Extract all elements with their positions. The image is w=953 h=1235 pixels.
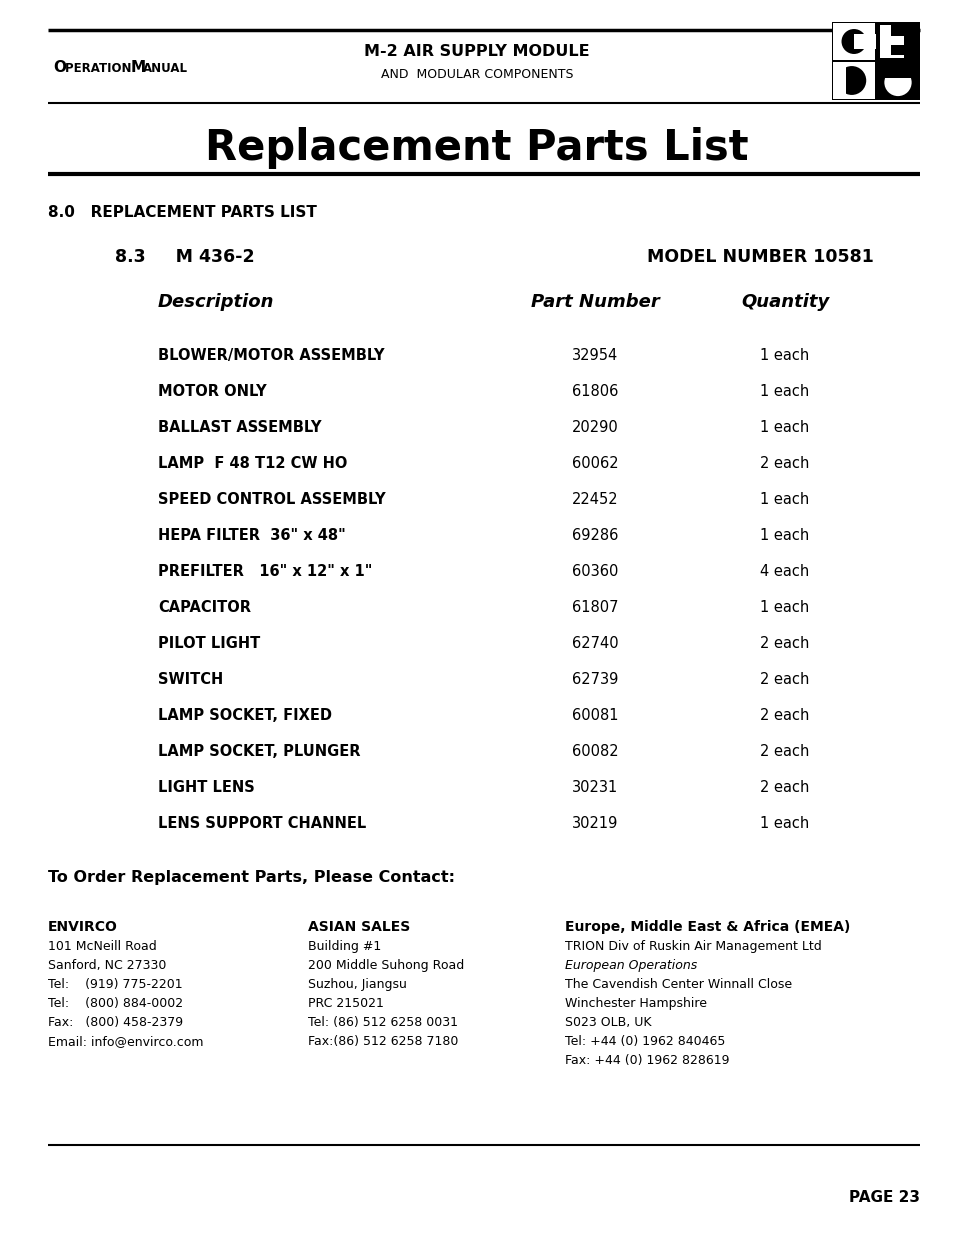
Circle shape bbox=[883, 69, 911, 96]
Text: Building #1: Building #1 bbox=[308, 940, 381, 953]
Bar bbox=[876, 62, 918, 78]
Bar bbox=[876, 62, 918, 99]
Text: To Order Replacement Parts, Please Contact:: To Order Replacement Parts, Please Conta… bbox=[48, 869, 455, 885]
Text: O: O bbox=[53, 61, 66, 75]
Text: LENS SUPPORT CHANNEL: LENS SUPPORT CHANNEL bbox=[158, 816, 366, 831]
Text: 62739: 62739 bbox=[571, 672, 618, 687]
Text: S023 OLB, UK: S023 OLB, UK bbox=[564, 1016, 651, 1029]
Text: LAMP SOCKET, PLUNGER: LAMP SOCKET, PLUNGER bbox=[158, 743, 360, 760]
Text: MODEL NUMBER 10581: MODEL NUMBER 10581 bbox=[646, 248, 873, 266]
Bar bbox=[832, 62, 845, 99]
Text: AND  MODULAR COMPONENTS: AND MODULAR COMPONENTS bbox=[380, 68, 573, 80]
Text: 32954: 32954 bbox=[571, 348, 618, 363]
Text: CAPACITOR: CAPACITOR bbox=[158, 600, 251, 615]
Text: M-2 AIR SUPPLY MODULE: M-2 AIR SUPPLY MODULE bbox=[364, 44, 589, 59]
Text: 8.0   REPLACEMENT PARTS LIST: 8.0 REPLACEMENT PARTS LIST bbox=[48, 205, 316, 220]
Text: 4 each: 4 each bbox=[760, 564, 809, 579]
Text: Replacement Parts List: Replacement Parts List bbox=[205, 127, 748, 169]
Text: 1 each: 1 each bbox=[760, 348, 809, 363]
Text: HEPA FILTER  36" x 48": HEPA FILTER 36" x 48" bbox=[158, 529, 345, 543]
Bar bbox=[832, 23, 874, 61]
Text: PAGE 23: PAGE 23 bbox=[848, 1191, 919, 1205]
Text: 8.3     M 436-2: 8.3 M 436-2 bbox=[115, 248, 254, 266]
Text: 61807: 61807 bbox=[571, 600, 618, 615]
Bar bbox=[831, 22, 919, 100]
Text: 20290: 20290 bbox=[571, 420, 618, 435]
Text: SWITCH: SWITCH bbox=[158, 672, 223, 687]
Text: BALLAST ASSEMBLY: BALLAST ASSEMBLY bbox=[158, 420, 321, 435]
Text: PRC 215021: PRC 215021 bbox=[308, 997, 383, 1010]
Text: ANUAL: ANUAL bbox=[143, 62, 188, 74]
Text: Fax:   (800) 458-2379: Fax: (800) 458-2379 bbox=[48, 1016, 183, 1029]
Text: 62740: 62740 bbox=[571, 636, 618, 651]
Text: 1 each: 1 each bbox=[760, 529, 809, 543]
Text: 1 each: 1 each bbox=[760, 420, 809, 435]
Circle shape bbox=[841, 28, 865, 54]
Text: 101 McNeill Road: 101 McNeill Road bbox=[48, 940, 156, 953]
Text: SPEED CONTROL ASSEMBLY: SPEED CONTROL ASSEMBLY bbox=[158, 492, 385, 508]
Text: 60062: 60062 bbox=[571, 456, 618, 471]
Text: 30231: 30231 bbox=[571, 781, 618, 795]
Text: Quantity: Quantity bbox=[740, 293, 828, 311]
Text: PERATION: PERATION bbox=[65, 62, 135, 74]
Text: 60360: 60360 bbox=[571, 564, 618, 579]
Text: M: M bbox=[131, 61, 146, 75]
Text: Europe, Middle East & Africa (EMEA): Europe, Middle East & Africa (EMEA) bbox=[564, 920, 849, 934]
Text: European Operations: European Operations bbox=[564, 960, 697, 972]
Text: Fax: +44 (0) 1962 828619: Fax: +44 (0) 1962 828619 bbox=[564, 1053, 729, 1067]
Text: Suzhou, Jiangsu: Suzhou, Jiangsu bbox=[308, 978, 406, 990]
Text: 1 each: 1 each bbox=[760, 816, 809, 831]
Text: 30219: 30219 bbox=[571, 816, 618, 831]
Bar bbox=[832, 62, 874, 99]
Text: 200 Middle Suhong Road: 200 Middle Suhong Road bbox=[308, 960, 464, 972]
Text: 1 each: 1 each bbox=[760, 600, 809, 615]
Circle shape bbox=[837, 65, 865, 95]
Text: Part Number: Part Number bbox=[530, 293, 659, 311]
Bar bbox=[879, 25, 903, 58]
Text: 61806: 61806 bbox=[571, 384, 618, 399]
Text: PREFILTER   16" x 12" x 1": PREFILTER 16" x 12" x 1" bbox=[158, 564, 372, 579]
Text: TRION Div of Ruskin Air Management Ltd: TRION Div of Ruskin Air Management Ltd bbox=[564, 940, 821, 953]
Text: Tel: +44 (0) 1962 840465: Tel: +44 (0) 1962 840465 bbox=[564, 1035, 724, 1049]
Text: 2 each: 2 each bbox=[760, 781, 809, 795]
Text: LAMP  F 48 T12 CW HO: LAMP F 48 T12 CW HO bbox=[158, 456, 347, 471]
Text: The Cavendish Center Winnall Close: The Cavendish Center Winnall Close bbox=[564, 978, 791, 990]
Text: Fax:(86) 512 6258 7180: Fax:(86) 512 6258 7180 bbox=[308, 1035, 457, 1049]
Text: Sanford, NC 27330: Sanford, NC 27330 bbox=[48, 960, 166, 972]
Text: 69286: 69286 bbox=[571, 529, 618, 543]
Text: 1 each: 1 each bbox=[760, 492, 809, 508]
Text: Description: Description bbox=[158, 293, 274, 311]
Text: 2 each: 2 each bbox=[760, 636, 809, 651]
Text: MOTOR ONLY: MOTOR ONLY bbox=[158, 384, 266, 399]
Text: LIGHT LENS: LIGHT LENS bbox=[158, 781, 254, 795]
Text: PILOT LIGHT: PILOT LIGHT bbox=[158, 636, 260, 651]
Text: Tel:    (919) 775-2201: Tel: (919) 775-2201 bbox=[48, 978, 182, 990]
Text: 1 each: 1 each bbox=[760, 384, 809, 399]
Text: LAMP SOCKET, FIXED: LAMP SOCKET, FIXED bbox=[158, 708, 332, 722]
Text: 22452: 22452 bbox=[571, 492, 618, 508]
Text: Email: info@envirco.com: Email: info@envirco.com bbox=[48, 1035, 203, 1049]
Text: 60081: 60081 bbox=[571, 708, 618, 722]
Text: ENVIRCO: ENVIRCO bbox=[48, 920, 118, 934]
Text: ASIAN SALES: ASIAN SALES bbox=[308, 920, 410, 934]
Bar bbox=[853, 33, 875, 49]
Text: 2 each: 2 each bbox=[760, 672, 809, 687]
Text: Tel:    (800) 884-0002: Tel: (800) 884-0002 bbox=[48, 997, 183, 1010]
Bar bbox=[890, 25, 904, 36]
Text: BLOWER/MOTOR ASSEMBLY: BLOWER/MOTOR ASSEMBLY bbox=[158, 348, 384, 363]
Text: Tel: (86) 512 6258 0031: Tel: (86) 512 6258 0031 bbox=[308, 1016, 457, 1029]
Text: Winchester Hampshire: Winchester Hampshire bbox=[564, 997, 706, 1010]
Bar bbox=[876, 23, 918, 61]
Bar bbox=[890, 44, 904, 56]
Text: 60082: 60082 bbox=[571, 743, 618, 760]
Text: 2 each: 2 each bbox=[760, 743, 809, 760]
Text: 2 each: 2 each bbox=[760, 708, 809, 722]
Text: 2 each: 2 each bbox=[760, 456, 809, 471]
